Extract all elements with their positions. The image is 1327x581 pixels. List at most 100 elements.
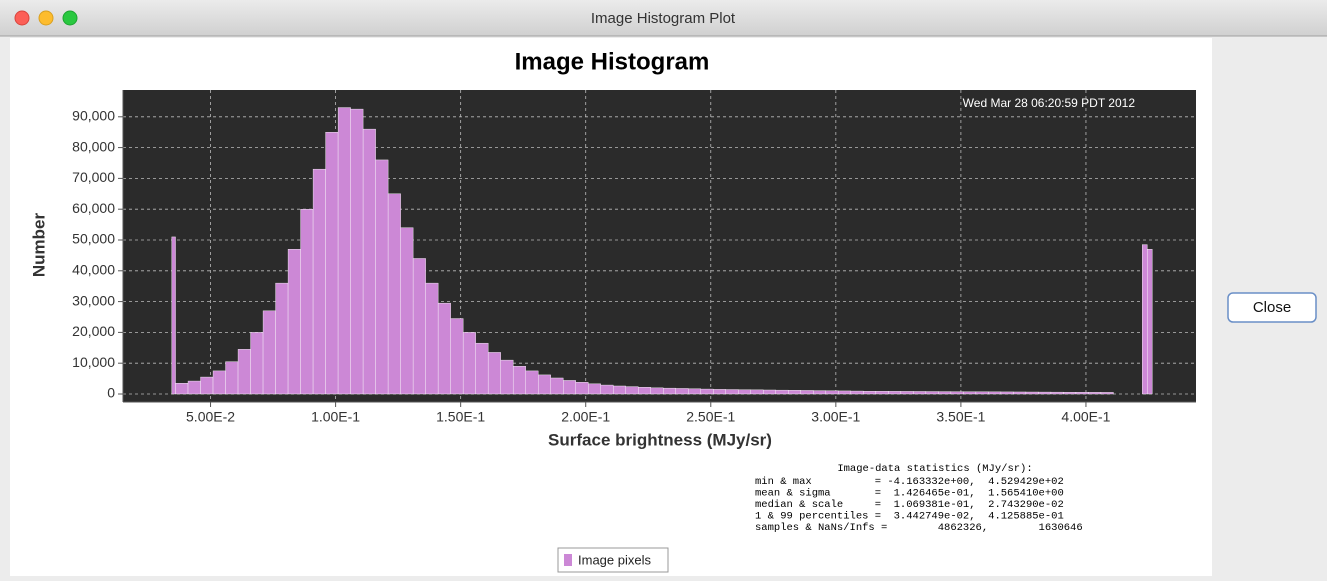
histogram-bar xyxy=(237,349,251,395)
y-tick-label: 90,000 xyxy=(72,107,115,123)
histogram-bar xyxy=(1100,392,1114,395)
histogram-bar xyxy=(963,391,977,395)
histogram-bar xyxy=(312,168,326,395)
histogram-bar xyxy=(550,377,564,395)
histogram-bar xyxy=(613,385,626,395)
histogram-bar xyxy=(825,390,839,395)
histogram-bar xyxy=(713,389,726,395)
close-dot[interactable] xyxy=(14,10,30,26)
stats-title: Image-data statistics (MJy/sr): xyxy=(837,463,1032,475)
y-tick-label: 40,000 xyxy=(72,261,115,277)
histogram-bar xyxy=(1013,391,1027,395)
histogram-bar xyxy=(813,390,827,395)
histogram-bar xyxy=(563,380,576,395)
histogram-bar xyxy=(888,391,902,395)
y-tick-label: 30,000 xyxy=(72,292,115,308)
histogram-bar xyxy=(487,352,501,395)
histogram-bar xyxy=(863,391,877,395)
histogram-bar xyxy=(775,389,789,395)
histogram-bar xyxy=(925,391,939,395)
histogram-bar xyxy=(938,391,952,395)
histogram-bar xyxy=(1038,391,1052,395)
stats-line: 1 & 99 percentiles = 3.442749e-02, 4.125… xyxy=(755,510,1064,522)
x-axis-label: Surface brightness (MJy/sr) xyxy=(548,430,772,449)
histogram-bar xyxy=(1147,249,1153,395)
close-button-label[interactable]: Close xyxy=(1253,299,1291,316)
x-tick-label: 3.50E-1 xyxy=(936,409,985,425)
histogram-bar xyxy=(337,107,351,395)
histogram-bar xyxy=(1050,391,1064,395)
histogram-bar xyxy=(187,380,201,395)
stats-line: mean & sigma = 1.426465e-01, 1.565410e+0… xyxy=(755,487,1064,499)
histogram-bar xyxy=(387,193,401,395)
y-tick-label: 60,000 xyxy=(72,200,115,216)
legend xyxy=(557,547,669,573)
histogram-bar xyxy=(537,374,551,395)
histogram-bar xyxy=(913,391,927,395)
histogram-bar xyxy=(1025,391,1039,395)
histogram-bar xyxy=(350,108,364,395)
histogram-bar xyxy=(1000,391,1014,395)
histogram-bar xyxy=(437,302,451,395)
histogram-bar xyxy=(175,383,189,395)
histogram-bar xyxy=(250,332,264,395)
y-tick-label: 50,000 xyxy=(72,231,115,247)
histogram-bar xyxy=(450,318,464,395)
histogram-bar xyxy=(412,258,426,395)
histogram-bar xyxy=(400,227,414,395)
histogram-bar xyxy=(600,384,614,395)
histogram-bar xyxy=(988,391,1002,395)
chart-title: Image Histogram xyxy=(515,48,710,75)
histogram-bar xyxy=(525,370,539,395)
y-axis-label: Number xyxy=(29,213,48,278)
stats-line: min & max = -4.163332e+00, 4.529429e+02 xyxy=(755,476,1064,488)
histogram-bar xyxy=(500,359,514,395)
histogram-bar xyxy=(375,159,389,395)
title-bar xyxy=(0,0,1327,36)
window-title: Image Histogram Plot xyxy=(591,10,736,27)
y-tick-label: 20,000 xyxy=(72,323,115,339)
histogram-bar xyxy=(262,310,276,395)
histogram-bar xyxy=(688,388,701,395)
histogram-bar xyxy=(362,128,376,395)
y-tick-label: 10,000 xyxy=(72,354,115,370)
histogram-bar xyxy=(638,387,651,395)
histogram-bar xyxy=(975,391,989,395)
x-tick-label: 1.00E-1 xyxy=(311,409,360,425)
x-tick-label: 5.00E-2 xyxy=(186,409,235,425)
histogram-bar xyxy=(212,370,226,395)
histogram-bar xyxy=(838,390,852,395)
histogram-bar xyxy=(275,282,289,395)
histogram-bar xyxy=(171,236,176,395)
histogram-bar xyxy=(800,390,814,395)
histogram-bar xyxy=(512,366,526,395)
histogram-bar xyxy=(700,388,714,395)
histogram-bar xyxy=(588,383,601,395)
histogram-bar xyxy=(325,131,339,395)
histogram-bar xyxy=(875,391,889,395)
histogram-bar xyxy=(663,387,676,395)
timestamp: Wed Mar 28 06:20:59 PDT 2012 xyxy=(963,96,1136,110)
minimize-dot[interactable] xyxy=(38,10,54,26)
histogram-bar xyxy=(300,208,314,395)
histogram-bar xyxy=(1142,244,1148,395)
zoom-dot[interactable] xyxy=(62,10,78,26)
histogram-bar xyxy=(200,376,214,395)
histogram-bar xyxy=(475,342,489,395)
histogram-bar xyxy=(425,282,439,395)
histogram-bar xyxy=(1088,392,1102,395)
legend-swatch xyxy=(564,554,572,566)
histogram-bar xyxy=(1075,392,1089,395)
histogram-bar xyxy=(575,382,589,395)
close-button[interactable] xyxy=(1227,292,1317,323)
histogram-bar xyxy=(675,388,689,395)
x-tick-label: 2.50E-1 xyxy=(686,409,735,425)
y-tick-label: 80,000 xyxy=(72,138,115,154)
histogram-bar xyxy=(625,386,639,395)
y-tick-label: 70,000 xyxy=(72,169,115,185)
histogram-bar xyxy=(900,391,914,395)
stats-line: median & scale = 1.069381e-01, 2.743290e… xyxy=(755,499,1064,511)
histogram-bar xyxy=(763,389,777,395)
legend-label: Image pixels xyxy=(578,552,651,567)
